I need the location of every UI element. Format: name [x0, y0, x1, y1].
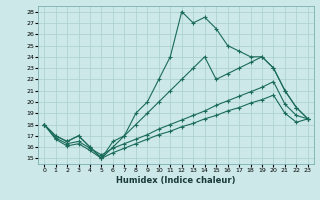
X-axis label: Humidex (Indice chaleur): Humidex (Indice chaleur)	[116, 176, 236, 185]
